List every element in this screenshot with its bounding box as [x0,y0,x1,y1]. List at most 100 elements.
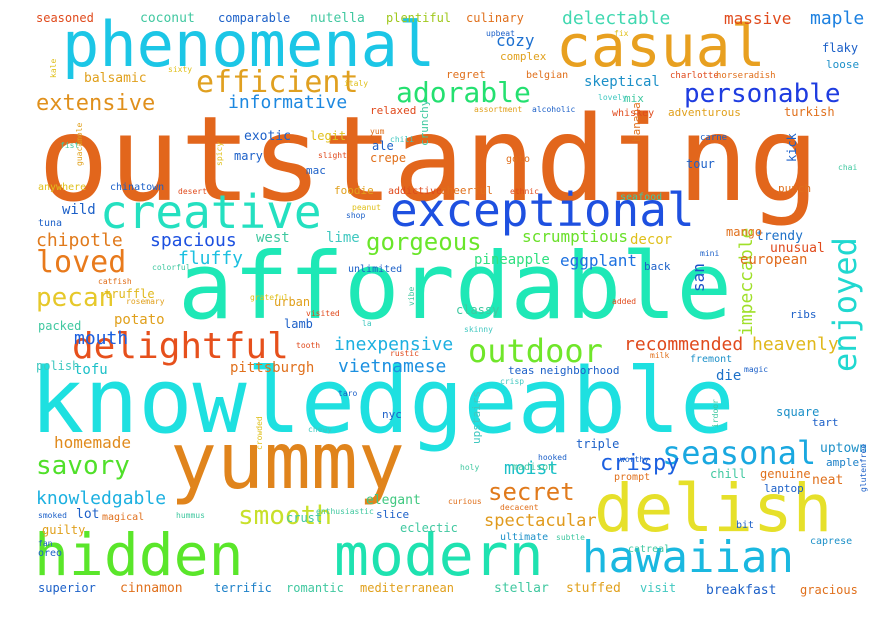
word: superior [38,581,96,595]
word: exceptional [390,183,695,237]
word: ample [826,456,859,469]
word: truffle [104,287,155,301]
word: stuffed [566,581,621,596]
word: carne [700,133,727,143]
word: la [362,319,372,328]
word: catreal [628,544,670,555]
word: prompt [614,472,650,483]
word: unusual [770,241,825,256]
word: triple [576,437,619,451]
word: breakfast [706,583,776,598]
word: regret [446,68,486,81]
word: savory [36,451,130,481]
word: desert [178,187,207,196]
word: caprese [810,536,852,547]
word: loose [826,58,859,71]
word: mouth [74,328,128,349]
word: assortment [474,105,522,114]
word: charlotte [670,71,719,81]
word: nutella [310,11,365,26]
word: fremont [690,354,732,365]
word: spectacular [484,511,597,531]
word: hummus [176,511,205,520]
word: shop [346,211,365,220]
word: magical [102,512,144,523]
word: genuine [760,467,811,481]
word: curious [448,497,482,506]
word: informative [228,92,347,113]
word: banana [630,102,643,142]
word: wild [62,202,96,218]
word: tooth [296,341,320,350]
word: efficient [196,65,359,100]
word: flaky [822,41,858,55]
word: massive [724,9,791,28]
word: extensive [36,91,155,116]
word: turkish [784,105,835,119]
word: subtle [556,533,585,542]
word: vibe [407,287,416,306]
word: stellar [494,581,549,596]
word: grateful [250,293,289,302]
word: san [689,263,708,292]
word: uptown [820,441,867,456]
word: skeptical [584,74,660,90]
word: enthusiastic [316,507,374,516]
word: mini [700,249,719,258]
word: mango [726,225,762,239]
word: spicy [215,142,224,166]
word: smoked [38,511,67,520]
word: ribs [790,308,817,321]
word: fix [614,29,629,38]
word: teas [508,364,535,377]
word: slight [318,151,347,160]
word: hooked [538,453,567,462]
word: bit [736,520,754,531]
word: chai [838,163,857,172]
word: goto [506,154,530,165]
word: pineapple [474,252,550,268]
word: eclectic [400,521,458,535]
word: moist [504,458,558,479]
word: laptop [764,482,804,495]
word: outstanding [38,90,819,228]
word: smooth [238,501,332,531]
word: crispy [600,451,679,476]
word: glutenfree [859,444,868,492]
word: ethnic [510,187,539,196]
word: visit [640,581,676,595]
word: yum [370,127,385,136]
word: maple [810,8,864,29]
word: relaxed [370,104,416,117]
word: knowledgable [36,488,166,509]
word: holy [460,463,479,472]
word: cinnamon [120,581,183,596]
word: creative [100,185,322,239]
word: tuna [38,218,62,229]
word: fluffy [178,248,243,269]
word: rosemary [126,297,165,306]
word: trendy [756,229,803,244]
word: slice [376,508,409,521]
word: mix [624,92,644,105]
word: gorgeous [366,228,482,256]
word: coconut [140,11,195,26]
word: phenomenal [62,8,435,81]
word: crust [286,511,322,525]
word: pittsburgh [230,360,314,376]
word: delish [594,470,832,547]
word: alcoholic [532,105,576,114]
word: die [716,368,741,384]
word: lovely [598,93,627,102]
word: personable [684,79,841,109]
word: plentiful [386,11,451,25]
word: lamb [284,317,313,331]
word: chewy [308,425,332,434]
word: elegant [366,493,421,508]
word: tart [812,416,839,429]
word: taro [338,389,357,398]
word: guilty [42,523,85,537]
word: colorful [152,263,191,272]
word: ultimate [500,532,548,543]
word: european [740,252,807,268]
